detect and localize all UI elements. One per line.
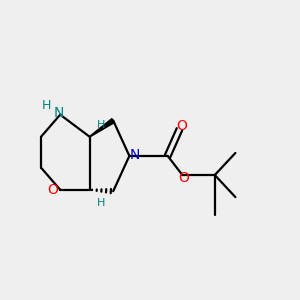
Text: H: H [97,198,106,208]
Text: H: H [97,120,106,130]
Text: N: N [130,148,140,162]
Text: N: N [53,106,64,120]
Text: H: H [42,99,51,112]
Text: O: O [47,183,58,197]
Text: O: O [178,171,189,185]
Text: O: O [176,119,187,134]
Polygon shape [89,118,115,137]
